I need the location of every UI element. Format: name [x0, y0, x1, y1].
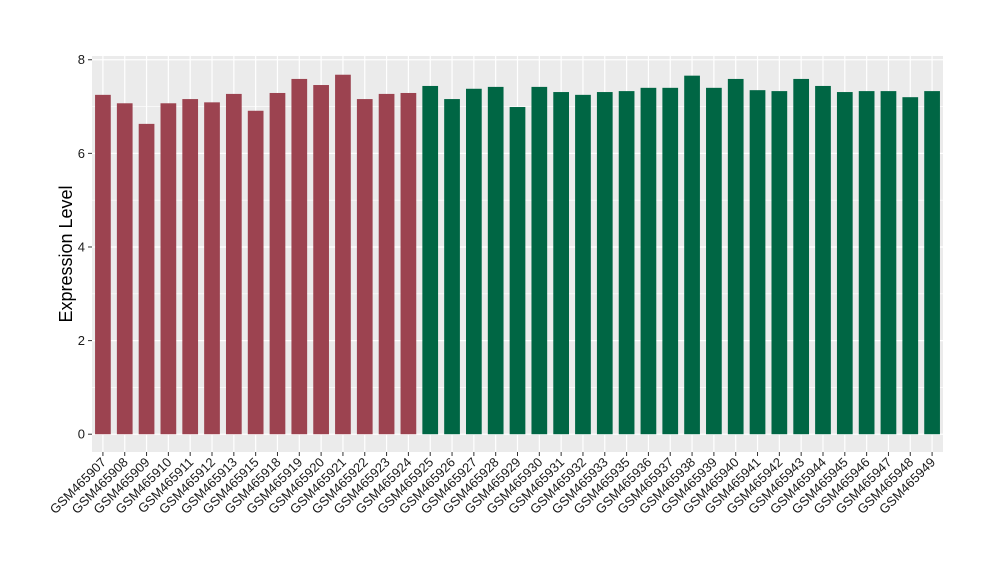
bar-GSM465928	[487, 86, 504, 435]
x-axis: GSM465907GSM465908GSM465909GSM465910GSM4…	[47, 452, 938, 517]
bar-GSM465908	[116, 103, 133, 435]
y-tick-label: 0	[78, 427, 85, 442]
bar-GSM465933	[596, 92, 613, 435]
bar-GSM465948	[902, 97, 919, 435]
bar-GSM465910	[160, 103, 177, 435]
y-tick-label: 4	[78, 239, 85, 254]
bar-GSM465941	[749, 90, 766, 435]
bar-GSM465938	[684, 75, 700, 435]
bar-GSM465909	[138, 123, 155, 435]
bar-GSM465922	[356, 99, 373, 435]
bar-GSM465945	[836, 92, 853, 435]
bar-GSM465924	[400, 92, 417, 435]
bar-GSM465920	[313, 85, 329, 435]
bar-GSM465907	[95, 94, 111, 435]
bar-GSM465940	[727, 78, 744, 435]
bar-GSM465937	[662, 87, 679, 435]
bar-GSM465935	[618, 91, 635, 435]
bar-GSM465946	[858, 91, 875, 435]
bar-GSM465944	[815, 85, 831, 435]
bar-GSM465915	[247, 110, 264, 435]
bar-GSM465930	[531, 86, 548, 435]
bar-GSM465939	[706, 87, 722, 435]
bar-GSM465919	[291, 78, 308, 435]
bar-GSM465926	[444, 99, 460, 435]
bar-GSM465947	[880, 91, 897, 435]
bar-GSM465936	[640, 87, 657, 435]
bar-GSM465925	[422, 85, 439, 435]
bar-GSM465942	[771, 91, 788, 435]
bar-GSM465923	[378, 93, 395, 435]
y-axis: 0 2 4 6 8	[78, 52, 92, 442]
bar-GSM465949	[924, 91, 940, 435]
y-tick-label: 2	[78, 333, 85, 348]
bars	[95, 74, 940, 435]
bar-GSM465918	[269, 92, 286, 435]
bar-GSM465911	[182, 99, 199, 435]
bar-GSM465943	[793, 78, 810, 435]
y-tick-label: 8	[78, 52, 85, 67]
y-tick-label: 6	[78, 146, 85, 161]
bar-GSM465931	[553, 92, 569, 435]
bar-GSM465932	[575, 94, 591, 435]
bar-GSM465927	[466, 88, 482, 435]
bar-GSM465929	[509, 107, 526, 435]
bar-GSM465921	[335, 74, 351, 435]
bar-GSM465913	[225, 93, 242, 435]
y-axis-title: Expression Level	[56, 185, 76, 322]
bar-GSM465912	[204, 102, 220, 435]
